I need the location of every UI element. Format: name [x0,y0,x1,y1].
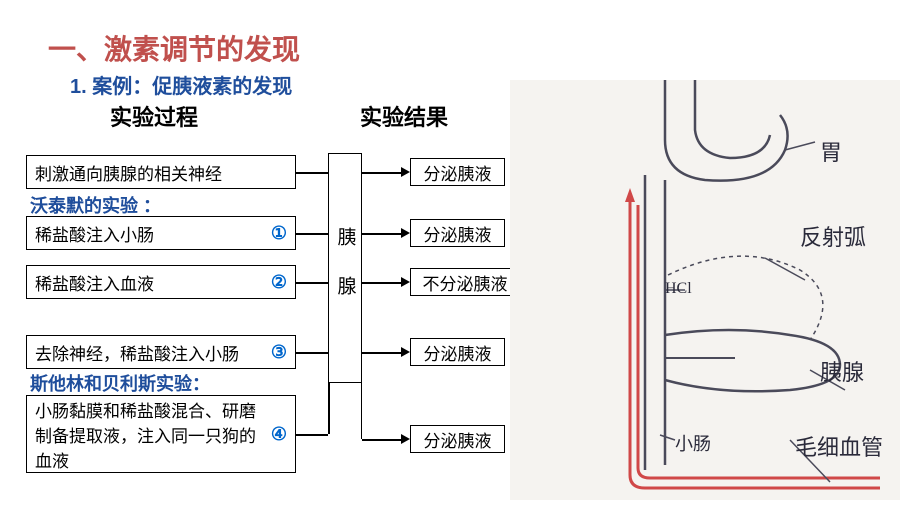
result-box: 分泌胰液 [410,338,505,366]
arrow-head-icon [401,167,410,177]
sketch-label: 小肠 [675,430,711,456]
connector-line [296,352,328,354]
sketch-label: 胃 [820,135,842,167]
experiment-number: ② [271,272,287,293]
anatomy-sketch: 胃反射弧 HCl 胰腺小肠 毛细血管 [510,80,900,500]
sketch-label: 胰腺 [820,355,864,387]
result-box: 分泌胰液 [410,219,505,247]
connector-line [362,352,401,354]
connector-line [362,282,401,284]
sketch-label: 反射弧 [800,220,866,252]
center-pancreas-box: 胰腺 [328,153,362,383]
arrow-head-icon [401,277,410,287]
header-process: 实验过程 [110,100,198,132]
experiment-text: 稀盐酸注入小肠 [35,221,154,246]
annotation-starling: 斯他林和贝利斯实验： [30,370,210,396]
connector-line [296,282,328,284]
arrow-head-icon [401,228,410,238]
annotation-wotaimo: 沃泰默的实验 ： [30,192,161,218]
experiment-box: 小肠黏膜和稀盐酸混合、研磨制备提取液，注入同一只狗的血液④ [26,395,296,473]
arrow-head-icon [401,347,410,357]
main-title: 一、激素调节的发现 [48,28,300,68]
connector-line [362,233,401,235]
header-result: 实验结果 [360,100,448,132]
arrow-head-icon [401,434,410,444]
connector-line [296,434,328,436]
experiment-box: 稀盐酸注入小肠 ① [26,216,296,250]
experiment-box: 稀盐酸注入血液 ② [26,265,296,299]
connector-line [361,383,363,439]
experiment-text: 去除神经，稀盐酸注入小肠 [35,340,239,365]
experiment-text: 刺激通向胰腺的相关神经 [35,160,222,185]
experiment-number: ③ [271,342,287,363]
experiment-text: 稀盐酸注入血液 [35,270,154,295]
experiment-number: ④ [271,424,287,445]
connector-line [328,383,330,434]
result-box: 分泌胰液 [410,425,505,453]
experiment-box: 刺激通向胰腺的相关神经 [26,155,296,189]
connector-line [362,439,401,441]
result-box: 不分泌胰液 [410,268,520,296]
connector-line [362,172,401,174]
result-box: 分泌胰液 [410,158,505,186]
subtitle: 1. 案例：促胰液素的发现 [70,70,292,99]
connector-line [296,233,328,235]
connector-line [296,172,328,174]
experiment-box: 去除神经，稀盐酸注入小肠 ③ [26,335,296,369]
experiment-text: 小肠黏膜和稀盐酸混合、研磨制备提取液，注入同一只狗的血液 [35,397,271,472]
sketch-label: HCl [665,280,692,298]
sketch-label: 毛细血管 [795,430,883,462]
experiment-number: ① [271,223,287,244]
